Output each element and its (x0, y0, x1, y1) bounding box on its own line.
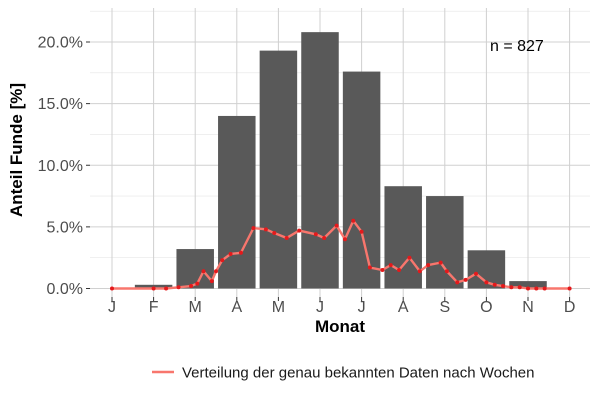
x-axis-title: Monat (315, 317, 365, 336)
y-tick-label: 20.0% (38, 35, 83, 52)
weekly-point (388, 263, 393, 268)
bar-series (134, 32, 547, 289)
bar (176, 249, 214, 289)
weekly-point (214, 269, 218, 274)
weekly-point (251, 226, 256, 231)
x-tick-label: F (149, 299, 159, 316)
weekly-point (351, 218, 356, 223)
x-tick-label: N (522, 299, 534, 316)
x-tick-label: O (480, 299, 492, 316)
axis-ticks: 0.0% 5.0% 10.0% 15.0% 20.0% J F M A M J J A S O N D (38, 35, 576, 317)
weekly-point (397, 268, 402, 273)
bar (509, 281, 547, 289)
x-tick-label: A (398, 299, 409, 316)
weekly-point (407, 255, 412, 260)
legend-label: Verteilung der genau bekannten Daten nac… (182, 365, 535, 382)
weekly-point (110, 286, 114, 291)
bar (342, 71, 381, 289)
weekly-point (484, 280, 489, 285)
x-tick-label: J (358, 299, 366, 316)
bar (259, 50, 298, 289)
y-axis-title: Anteil Funde [%] (7, 83, 26, 217)
weekly-point (367, 265, 372, 270)
weekly-point (426, 263, 431, 268)
weekly-point (526, 286, 530, 291)
x-tick-label: S (439, 299, 450, 316)
y-tick-label: 15.0% (38, 96, 83, 113)
weekly-point (322, 235, 327, 240)
weekly-point (501, 284, 506, 289)
weekly-point (176, 285, 181, 290)
weekly-point (509, 285, 514, 290)
weekly-point (297, 228, 302, 233)
x-tick-label: D (564, 299, 576, 316)
weekly-point (189, 284, 194, 289)
weekly-point (567, 286, 572, 291)
weekly-point (263, 227, 268, 232)
weekly-point (542, 286, 547, 291)
bar (218, 115, 256, 289)
weekly-point (334, 223, 339, 228)
y-tick-label: 5.0% (47, 219, 83, 236)
weekly-point (380, 268, 385, 273)
x-tick-label: M (189, 299, 202, 316)
x-tick-label: A (231, 299, 242, 316)
weekly-point (220, 258, 225, 263)
weekly-point (228, 251, 233, 256)
weekly-point (272, 231, 277, 236)
x-tick-label: J (316, 299, 324, 316)
weekly-point (209, 279, 214, 284)
weekly-point (463, 277, 468, 282)
weekly-point (342, 237, 347, 242)
weekly-point (238, 250, 243, 255)
weekly-point (534, 286, 539, 291)
bar (301, 32, 339, 289)
weekly-point (284, 235, 289, 240)
x-tick-label: J (108, 299, 116, 316)
weekly-point (313, 232, 318, 237)
weekly-point (438, 260, 443, 265)
y-tick-label: 0.0% (47, 281, 83, 298)
weekly-point (164, 286, 169, 291)
weekly-point (417, 269, 422, 274)
weekly-point (517, 285, 522, 290)
weekly-point (455, 280, 460, 285)
x-tick-label: M (272, 299, 285, 316)
bar (426, 196, 464, 289)
weekly-point (474, 271, 478, 276)
sample-size-annotation: n = 827 (490, 38, 544, 55)
bar (384, 186, 422, 289)
weekly-point (492, 282, 497, 287)
weekly-point (201, 269, 206, 274)
y-tick-label: 10.0% (38, 158, 83, 175)
weekly-point (444, 269, 449, 274)
weekly-point (151, 286, 156, 291)
weekly-point (359, 229, 364, 234)
legend: Verteilung der genau bekannten Daten nac… (152, 365, 535, 382)
weekly-line-series (110, 218, 572, 291)
weekly-point (195, 281, 200, 286)
